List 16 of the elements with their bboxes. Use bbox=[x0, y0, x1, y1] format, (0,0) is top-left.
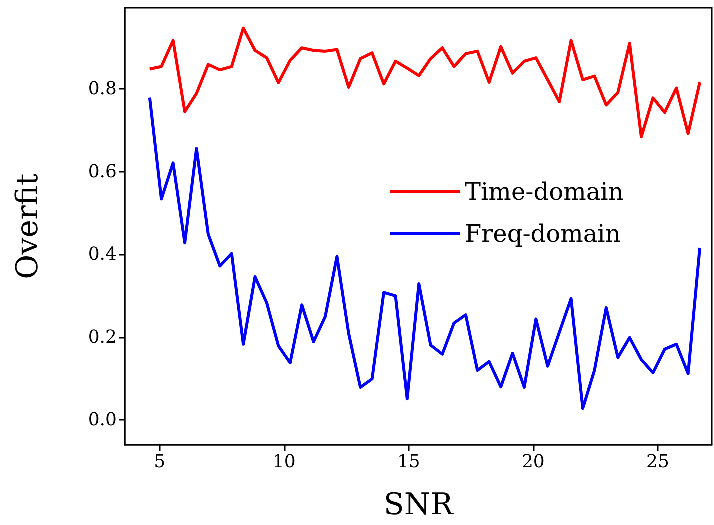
y-axis-title: Overfit bbox=[10, 174, 46, 280]
x-tick-label: 20 bbox=[522, 452, 545, 472]
legend-label: Freq-domain bbox=[465, 220, 621, 248]
x-tick-label: 25 bbox=[646, 452, 670, 472]
y-tick-label: 0.2 bbox=[88, 326, 117, 348]
legend-label: Time-domain bbox=[465, 178, 624, 206]
x-tick-label: 10 bbox=[272, 452, 296, 472]
line-series bbox=[148, 96, 702, 410]
y-tick-label: 0.6 bbox=[88, 161, 117, 182]
y-tick-label: 0.4 bbox=[88, 244, 117, 266]
line-series bbox=[148, 26, 702, 139]
y-tick-label: 0.0 bbox=[88, 410, 117, 431]
x-tick-label: 15 bbox=[397, 452, 420, 472]
x-tick-label: 5 bbox=[154, 452, 166, 472]
y-tick-label: 0.8 bbox=[88, 78, 117, 100]
x-axis-title: SNR bbox=[384, 488, 455, 522]
